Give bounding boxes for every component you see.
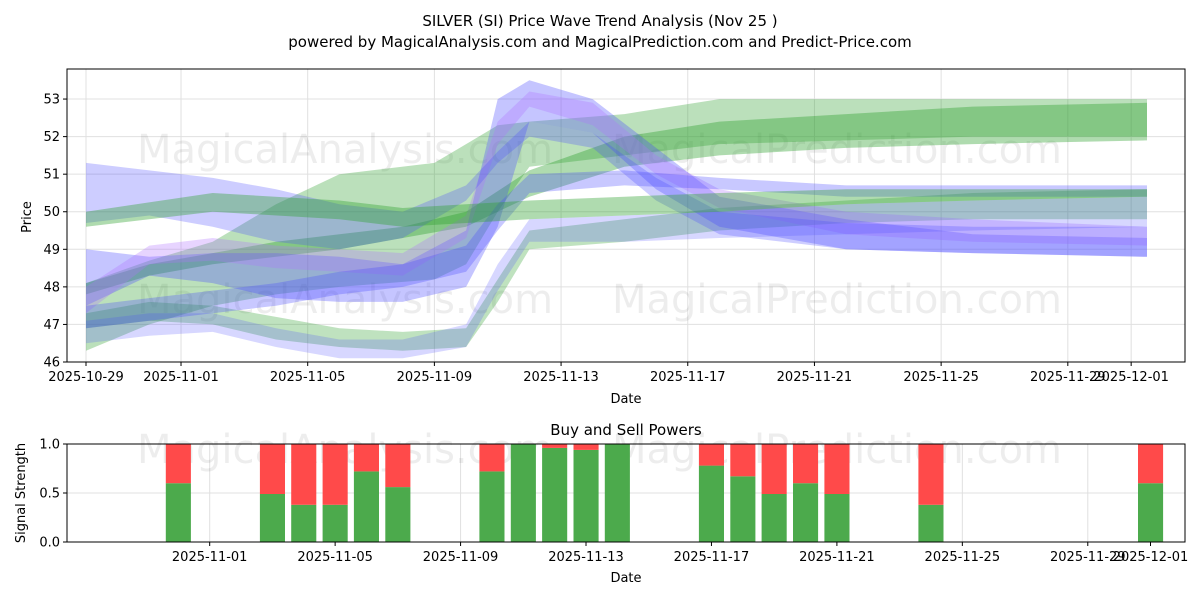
buy-bar [604, 444, 630, 542]
sell-bar [322, 444, 348, 505]
sell-bar [824, 444, 850, 494]
sell-bar [479, 444, 505, 472]
powers-y-ticks: 0.0 0.5 1.0 [39, 438, 67, 551]
powers-bars [165, 444, 1164, 542]
buy-bar [1138, 483, 1164, 542]
y-tick-label: 0.5 [39, 487, 60, 502]
sell-bar [573, 444, 599, 450]
x-tick-label: 2025-12-01 [1093, 370, 1169, 385]
buy-bar [510, 444, 536, 542]
buy-bar [165, 483, 191, 542]
price-band-9 [86, 189, 1147, 227]
sell-bar [291, 444, 317, 505]
price-band-4 [86, 80, 1147, 306]
x-tick-label: 2025-12-01 [1113, 550, 1189, 565]
y-tick-label: 49 [43, 243, 60, 258]
x-tick-label: 2025-11-21 [799, 550, 875, 565]
price-watermarks: MagicalAnalysis.com MagicalPrediction.co… [137, 127, 1062, 323]
sell-bar [385, 444, 411, 488]
sell-bar [730, 444, 756, 477]
powers-panel: Buy and Sell Powers MagicalAnalysis.com … [14, 421, 1188, 586]
price-panel: MagicalAnalysis.com MagicalPrediction.co… [20, 68, 1186, 407]
price-band-1 [86, 102, 1147, 295]
price-band-8 [86, 170, 1147, 329]
x-tick-label: 2025-11-05 [270, 370, 346, 385]
x-tick-label: 2025-11-29 [1030, 370, 1106, 385]
y-tick-label: 46 [43, 356, 60, 371]
x-tick-label: 2025-11-13 [548, 550, 624, 565]
sell-bar [918, 444, 944, 505]
buy-bar [793, 483, 819, 542]
sell-bar [259, 444, 285, 494]
price-grid [67, 69, 1185, 363]
x-tick-label: 2025-11-25 [925, 550, 1001, 565]
x-tick-label: 2025-11-17 [674, 550, 750, 565]
buy-bar [824, 494, 850, 542]
x-tick-label: 2025-11-21 [777, 370, 853, 385]
buy-bar [291, 504, 317, 542]
y-tick-label: 48 [43, 280, 60, 295]
price-x-label: Date [610, 392, 641, 407]
y-tick-label: 47 [43, 318, 60, 333]
watermark: MagicalAnalysis.com [137, 127, 553, 173]
sell-bar [793, 444, 819, 484]
watermark: MagicalPrediction.com [612, 277, 1062, 323]
x-tick-label: 2025-11-25 [903, 370, 979, 385]
sell-bar [542, 444, 568, 448]
price-band-2 [86, 99, 1147, 351]
price-x-ticks: 2025-10-29 2025-11-01 2025-11-05 2025-11-09… [48, 362, 1169, 385]
y-tick-label: 0.0 [39, 536, 60, 551]
price-band-7 [86, 196, 1147, 359]
chart-title: SILVER (SI) Price Wave Trend Analysis (N… [422, 12, 777, 30]
sell-bar [165, 444, 191, 484]
powers-y-label: Signal Strength [14, 443, 29, 543]
watermark: MagicalAnalysis.com [137, 277, 553, 323]
price-plot-frame [66, 68, 1186, 363]
price-y-ticks: 46 47 48 49 50 51 52 53 [43, 93, 67, 371]
x-tick-label: 2025-11-13 [523, 370, 599, 385]
price-band-3 [86, 189, 1147, 351]
x-tick-label: 2025-11-05 [297, 550, 373, 565]
powers-x-label: Date [610, 571, 641, 586]
price-y-label: Price [20, 201, 35, 233]
price-bands [86, 80, 1147, 359]
buy-bar [353, 471, 379, 542]
x-tick-label: 2025-11-17 [650, 370, 726, 385]
sell-bar [698, 444, 724, 466]
buy-bar [698, 465, 724, 542]
x-tick-label: 2025-11-09 [423, 550, 499, 565]
y-tick-label: 53 [43, 93, 60, 108]
chart-subtitle: powered by MagicalAnalysis.com and Magic… [288, 33, 912, 51]
x-tick-label: 2025-11-01 [172, 550, 248, 565]
y-tick-label: 50 [43, 205, 60, 220]
x-tick-label: 2025-11-01 [143, 370, 219, 385]
buy-bar [542, 447, 568, 542]
buy-bar [730, 476, 756, 542]
buy-bar [918, 504, 944, 542]
x-tick-label: 2025-11-09 [397, 370, 473, 385]
y-tick-label: 1.0 [39, 438, 60, 453]
buy-bar [479, 471, 505, 542]
buy-bar [259, 494, 285, 542]
sell-bar [353, 444, 379, 472]
buy-bar [573, 449, 599, 542]
buy-bar [322, 504, 348, 542]
y-tick-label: 52 [43, 130, 60, 145]
sell-bar [761, 444, 787, 494]
watermark: MagicalPrediction.com [612, 127, 1062, 173]
price-band-5 [86, 91, 1147, 314]
price-band-6 [86, 121, 1147, 257]
y-tick-label: 51 [43, 168, 60, 183]
powers-x-ticks: 2025-11-01 2025-11-05 2025-11-09 2025-11-13… [172, 542, 1188, 565]
x-tick-label: 2025-11-29 [1050, 550, 1126, 565]
powers-title: Buy and Sell Powers [550, 421, 702, 439]
x-tick-label: 2025-10-29 [48, 370, 124, 385]
buy-bar [761, 494, 787, 542]
sell-bar [1138, 444, 1164, 484]
buy-bar [385, 487, 411, 542]
